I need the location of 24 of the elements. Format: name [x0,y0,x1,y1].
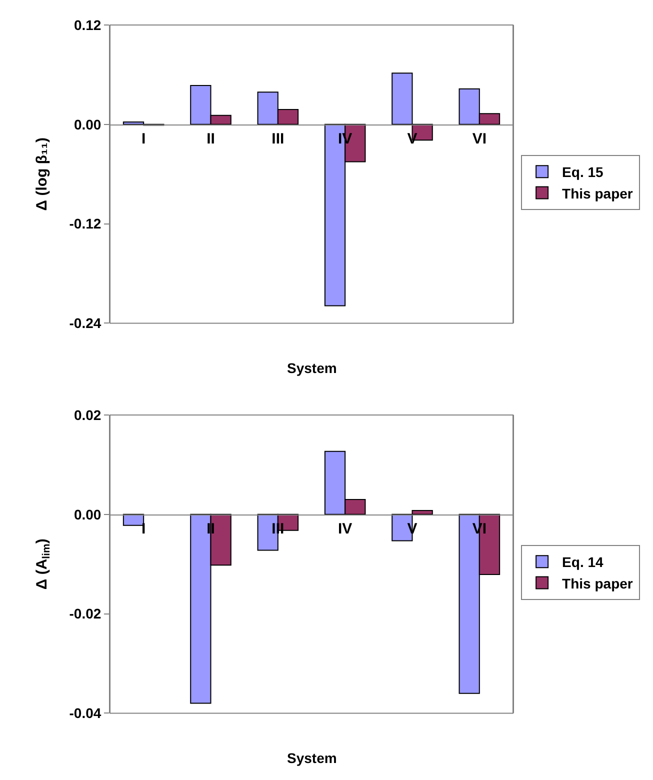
x-tick-label: VI [472,130,487,148]
y-tick-label: 0.02 [74,406,102,423]
legend-label: This paper [562,185,634,202]
x-axis-title: System [287,360,337,376]
x-tick-label: II [206,130,215,148]
y-axis-title: Δ (log β₁₁) [34,138,51,211]
x-axis-title: System [287,750,337,766]
y-tick-label: -0.02 [69,606,102,622]
legend-label: This paper [562,575,634,592]
x-tick-label: IV [338,520,352,538]
y-tick-label: -0.24 [69,315,102,332]
y-tick-label: 0.00 [74,116,102,132]
y-tick-label: 0.00 [74,506,102,522]
y-tick-label: -0.04 [69,705,102,722]
x-tick-label: I [141,130,146,148]
legend-label: Eq. 15 [562,164,604,180]
legend-label: Eq. 14 [562,554,604,570]
x-tick-label: II [206,520,215,538]
x-tick-label: IV [338,130,352,148]
x-tick-label: VI [472,520,487,538]
x-tick-label: V [407,130,418,148]
x-tick-label: III [272,130,284,148]
y-tick-label: 0.12 [74,16,102,33]
y-tick-label: -0.12 [69,216,102,232]
